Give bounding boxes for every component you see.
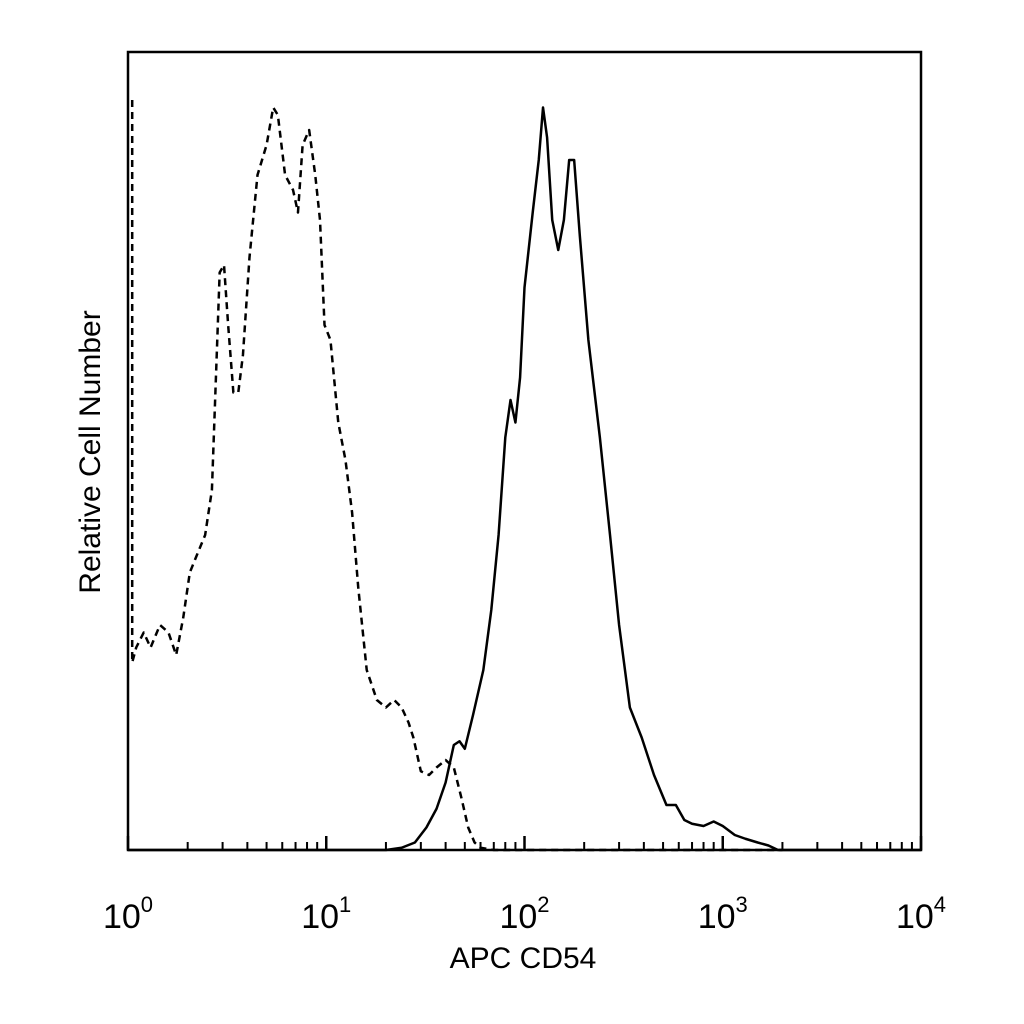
x-axis-label: APC CD54 bbox=[450, 942, 597, 975]
x-tick-label-exponent: 0 bbox=[141, 892, 153, 917]
series-layer bbox=[128, 100, 921, 852]
x-tick-label: 104 bbox=[896, 892, 946, 936]
x-axis-tick-labels: 100 101 102 103 104 bbox=[103, 892, 946, 936]
series-line-dashed bbox=[130, 100, 783, 852]
x-tick-label: 102 bbox=[499, 892, 549, 936]
series-line-solid bbox=[128, 106, 921, 852]
x-tick-label-base: 10 bbox=[499, 898, 537, 936]
x-tick-label: 103 bbox=[698, 892, 748, 936]
x-tick-label: 101 bbox=[301, 892, 351, 936]
x-axis-ticks bbox=[126, 836, 923, 850]
y-axis-label: Relative Cell Number bbox=[74, 310, 107, 593]
x-tick-label-base: 10 bbox=[896, 898, 934, 936]
x-tick-label-exponent: 4 bbox=[934, 892, 946, 917]
x-tick-label-exponent: 3 bbox=[736, 892, 748, 917]
x-tick-label-exponent: 1 bbox=[339, 892, 351, 917]
plot-frame bbox=[126, 50, 923, 852]
x-tick-label-base: 10 bbox=[698, 898, 736, 936]
x-tick-label: 100 bbox=[103, 892, 153, 936]
x-tick-label-exponent: 2 bbox=[537, 892, 549, 917]
x-tick-label-base: 10 bbox=[103, 898, 141, 936]
x-tick-label-base: 10 bbox=[301, 898, 339, 936]
